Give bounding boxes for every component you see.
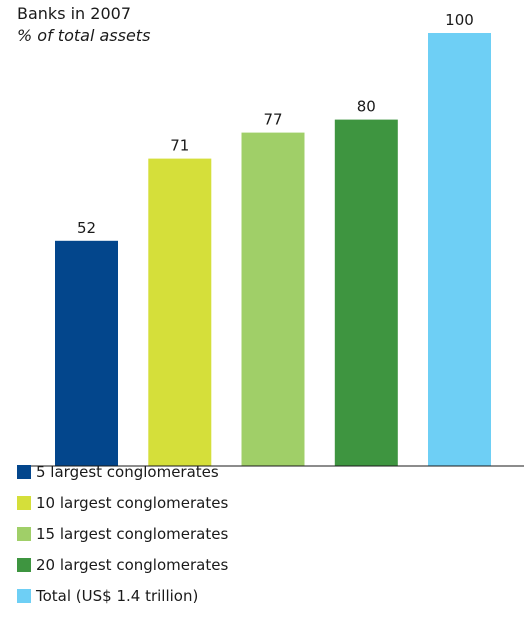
legend-swatch-4 [17, 557, 31, 572]
legend-swatch-1 [17, 464, 31, 479]
bar-2 [148, 158, 212, 466]
bar-value-label-4: 80 [357, 98, 376, 116]
legend-item-2: 10 largest conglomerates [17, 487, 228, 518]
legend-item-4: 20 largest conglomerates [17, 549, 228, 580]
legend-label-3: 15 largest conglomerates [36, 524, 229, 543]
bar-4 [334, 119, 398, 466]
legend: 5 largest conglomerates 10 largest conglo… [17, 456, 228, 611]
legend-swatch-5 [17, 588, 31, 603]
legend-swatch-2 [17, 495, 31, 510]
chart-subtitle: % of total assets [17, 26, 151, 45]
bar-1 [55, 240, 118, 466]
legend-label-1: 5 largest conglomerates [36, 462, 219, 481]
legend-label-2: 10 largest conglomerates [36, 493, 229, 512]
bar-value-label-2: 71 [170, 137, 189, 155]
bar-chart: 52 71 77 80 100 [17, 11, 524, 467]
legend-label-4: 20 largest conglomerates [36, 555, 229, 574]
legend-item-5: Total (US$ 1.4 trillion) [17, 580, 228, 611]
bar-value-label-5: 100 [445, 11, 474, 29]
legend-item-1: 5 largest conglomerates [17, 456, 228, 487]
legend-label-5: Total (US$ 1.4 trillion) [36, 586, 199, 605]
bars-group [55, 33, 491, 466]
value-labels-group: 52 71 77 80 100 [77, 11, 474, 237]
chart-title: Banks in 2007 [17, 4, 131, 23]
bar-value-label-3: 77 [263, 111, 282, 129]
bar-3 [241, 132, 305, 466]
bar-5 [428, 33, 491, 466]
legend-swatch-3 [17, 526, 31, 541]
legend-item-3: 15 largest conglomerates [17, 518, 228, 549]
bar-value-label-1: 52 [77, 219, 96, 237]
